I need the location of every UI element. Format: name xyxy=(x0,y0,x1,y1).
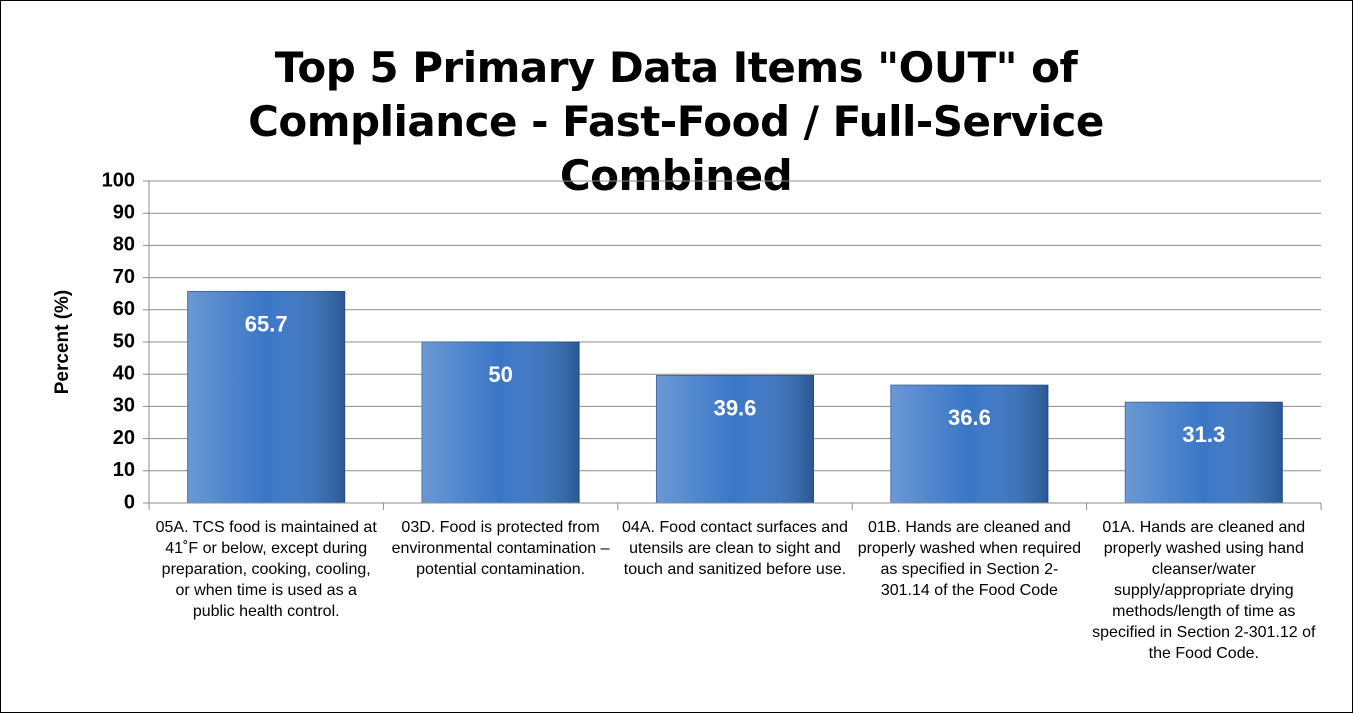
bar-shade xyxy=(422,342,580,503)
bar-shade xyxy=(656,375,814,503)
data-label: 50 xyxy=(488,362,512,387)
bar-shade xyxy=(890,385,1048,503)
x-tick-label: 05A. TCS food is maintained at 41˚F or b… xyxy=(155,519,377,620)
data-label: 31.3 xyxy=(1182,422,1225,447)
y-tick-label: 10 xyxy=(113,459,135,481)
y-tick-label: 100 xyxy=(102,169,135,191)
data-label: 36.6 xyxy=(948,405,991,430)
y-tick-label: 70 xyxy=(113,266,135,288)
y-tick-label: 90 xyxy=(113,201,135,223)
y-tick-label: 50 xyxy=(113,330,135,352)
chart-title: Top 5 Primary Data Items "OUT" of Compli… xyxy=(248,43,1104,200)
bar-shade xyxy=(1125,402,1283,503)
bar-shade xyxy=(187,291,345,503)
y-tick-label: 0 xyxy=(124,491,135,513)
data-label: 65.7 xyxy=(245,311,288,336)
x-tick-label: 01B. Hands are cleaned and properly wash… xyxy=(857,519,1081,599)
y-tick-label: 40 xyxy=(113,362,135,384)
x-tick-label: 03D. Food is protected from environmenta… xyxy=(391,519,610,578)
y-tick-label: 60 xyxy=(113,298,135,320)
data-label: 39.6 xyxy=(714,395,757,420)
y-tick-label: 80 xyxy=(113,234,135,256)
x-tick-label: 01A. Hands are cleaned and properly wash… xyxy=(1092,519,1316,662)
y-tick-label: 20 xyxy=(113,427,135,449)
y-axis-label: Percent (%) xyxy=(52,290,73,395)
y-tick-label: 30 xyxy=(113,395,135,417)
x-tick-label: 04A. Food contact surfaces and utensils … xyxy=(622,519,848,578)
